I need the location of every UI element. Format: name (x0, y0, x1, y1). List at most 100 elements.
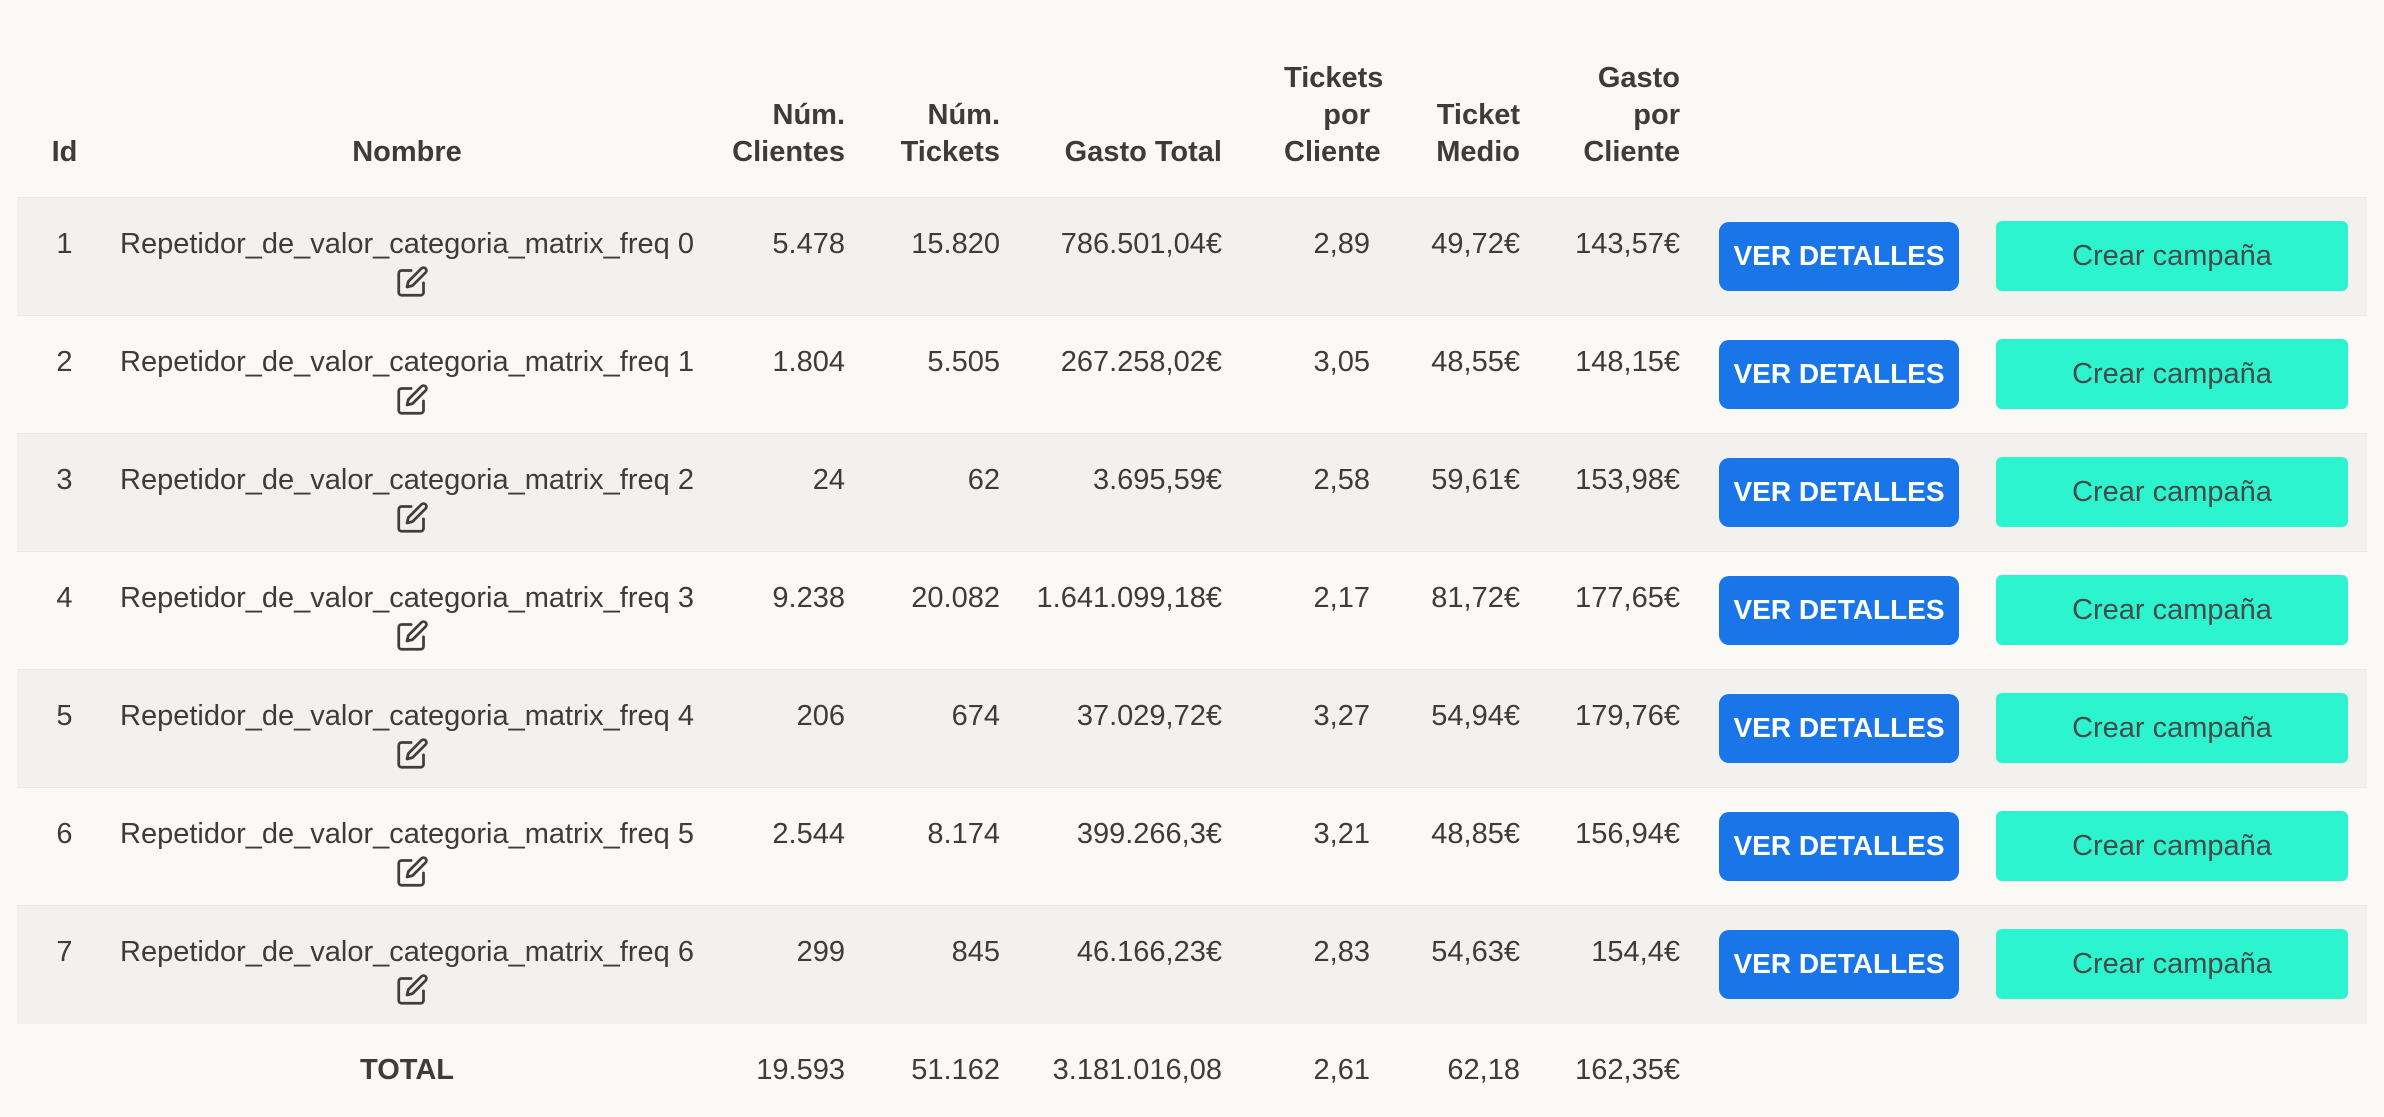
cell-gasto-total: 786.501,04€ (1060, 228, 1222, 260)
cell-num-tickets: 845 (951, 936, 1000, 968)
cell-campana: Crear campaña (1975, 198, 2367, 316)
ver-detalles-button[interactable]: VER DETALLES (1719, 811, 1959, 881)
crear-campana-button[interactable]: Crear campaña (1996, 693, 2348, 763)
table-row: 1 Repetidor_de_valor_categoria_matrix_fr… (17, 197, 2367, 316)
edit-icon[interactable] (396, 501, 429, 544)
header-gasto-total: Gasto Total (1064, 136, 1222, 168)
cell-gasto-por-cliente: 177,65€ (1575, 582, 1680, 614)
cell-detalles: VER DETALLES (1697, 552, 1975, 670)
total-ticket-medio: 62,18 (1447, 1053, 1520, 1086)
crear-campana-button[interactable]: Crear campaña (1996, 221, 2348, 291)
cell-num-clientes: 1.804 (772, 346, 845, 378)
cell-detalles: VER DETALLES (1697, 434, 1975, 552)
cell-campana: Crear campaña (1975, 316, 2367, 434)
cell-ticket-medio: 81,72€ (1431, 582, 1520, 614)
cell-id: 6 (56, 818, 73, 850)
cell-nombre: Repetidor_de_valor_categoria_matrix_freq… (112, 670, 702, 788)
edit-icon[interactable] (396, 619, 429, 662)
ver-detalles-button[interactable]: VER DETALLES (1719, 693, 1959, 763)
total-label: TOTAL (360, 1053, 454, 1086)
table-row: 4 Repetidor_de_valor_categoria_matrix_fr… (17, 551, 2367, 670)
edit-icon[interactable] (396, 855, 429, 898)
crear-campana-button[interactable]: Crear campaña (1996, 457, 2348, 527)
total-num-tickets: 51.162 (911, 1053, 1000, 1086)
cell-tickets-por-cliente: 2,83 (1313, 936, 1370, 968)
table-header: Id Nombre Núm. Clientes Núm. Tickets Gas… (17, 0, 2367, 198)
header-id: Id (51, 136, 78, 168)
edit-icon[interactable] (396, 737, 429, 780)
cell-tickets-por-cliente: 2,89 (1313, 228, 1370, 260)
cell-gasto-por-cliente: 153,98€ (1575, 464, 1680, 496)
segment-name: Repetidor_de_valor_categoria_matrix_freq… (120, 228, 694, 260)
header-detalles-spacer (1697, 0, 1975, 198)
total-gasto-por-cliente: 162,35€ (1575, 1053, 1680, 1086)
cell-num-clientes: 299 (796, 936, 845, 968)
header-ticket-medio: Ticket Medio (1436, 99, 1520, 168)
cell-campana: Crear campaña (1975, 670, 2367, 788)
crear-campana-button[interactable]: Crear campaña (1996, 929, 2348, 1000)
cell-ticket-medio: 54,63€ (1431, 936, 1520, 968)
cell-gasto-por-cliente: 154,4€ (1591, 936, 1680, 968)
crear-campana-button[interactable]: Crear campaña (1996, 575, 2348, 645)
cell-ticket-medio: 49,72€ (1431, 228, 1520, 260)
cell-num-tickets: 20.082 (911, 582, 1000, 614)
cell-gasto-total: 399.266,3€ (1076, 818, 1222, 850)
cell-campana: Crear campaña (1975, 788, 2367, 906)
segment-name: Repetidor_de_valor_categoria_matrix_freq… (120, 818, 694, 850)
cell-num-clientes: 206 (796, 700, 845, 732)
cell-detalles: VER DETALLES (1697, 198, 1975, 316)
cell-ticket-medio: 59,61€ (1431, 464, 1520, 496)
cell-id: 1 (56, 228, 73, 260)
cell-gasto-total: 1.641.099,18€ (1036, 582, 1222, 614)
cell-ticket-medio: 48,85€ (1431, 818, 1520, 850)
cell-id: 3 (56, 464, 73, 496)
cell-tickets-por-cliente: 2,17 (1313, 582, 1370, 614)
cell-nombre: Repetidor_de_valor_categoria_matrix_freq… (112, 552, 702, 670)
segments-table: Id Nombre Núm. Clientes Núm. Tickets Gas… (17, 0, 2367, 1117)
cell-gasto-total: 46.166,23€ (1076, 936, 1222, 968)
cell-id: 4 (56, 582, 73, 614)
segment-name: Repetidor_de_valor_categoria_matrix_freq… (120, 346, 694, 378)
cell-detalles: VER DETALLES (1697, 670, 1975, 788)
total-empty-id (17, 1024, 112, 1117)
cell-num-clientes: 5.478 (772, 228, 845, 260)
cell-gasto-total: 267.258,02€ (1060, 346, 1222, 378)
cell-nombre: Repetidor_de_valor_categoria_matrix_freq… (112, 906, 702, 1024)
table-row: 7 Repetidor_de_valor_categoria_matrix_fr… (17, 905, 2367, 1024)
table-row: 2 Repetidor_de_valor_categoria_matrix_fr… (17, 315, 2367, 434)
total-row: TOTAL 19.593 51.162 3.181.016,08 2,61 62… (17, 1024, 2367, 1117)
total-num-clientes: 19.593 (756, 1053, 845, 1086)
cell-campana: Crear campaña (1975, 552, 2367, 670)
table-row: 6 Repetidor_de_valor_categoria_matrix_fr… (17, 787, 2367, 906)
cell-campana: Crear campaña (1975, 434, 2367, 552)
cell-tickets-por-cliente: 3,21 (1313, 818, 1370, 850)
cell-gasto-por-cliente: 148,15€ (1575, 346, 1680, 378)
cell-num-clientes: 9.238 (772, 582, 845, 614)
edit-icon[interactable] (396, 383, 429, 426)
cell-campana: Crear campaña (1975, 906, 2367, 1024)
total-tickets-por-cliente: 2,61 (1313, 1053, 1370, 1086)
ver-detalles-button[interactable]: VER DETALLES (1719, 575, 1959, 645)
header-tickets-por-cliente: Tickets por Cliente (1284, 62, 1384, 168)
cell-detalles: VER DETALLES (1697, 906, 1975, 1024)
cell-nombre: Repetidor_de_valor_categoria_matrix_freq… (112, 316, 702, 434)
cell-gasto-por-cliente: 143,57€ (1575, 228, 1680, 260)
ver-detalles-button[interactable]: VER DETALLES (1719, 339, 1959, 409)
segment-name: Repetidor_de_valor_categoria_matrix_freq… (120, 700, 694, 732)
cell-tickets-por-cliente: 3,05 (1313, 346, 1370, 378)
table-row: 5 Repetidor_de_valor_categoria_matrix_fr… (17, 669, 2367, 788)
segment-name: Repetidor_de_valor_categoria_matrix_freq… (120, 936, 694, 968)
cell-id: 7 (56, 936, 73, 968)
edit-icon[interactable] (396, 973, 429, 1016)
header-num-clientes: Núm. Clientes (732, 99, 845, 168)
ver-detalles-button[interactable]: VER DETALLES (1719, 221, 1959, 291)
cell-ticket-medio: 48,55€ (1431, 346, 1520, 378)
cell-detalles: VER DETALLES (1697, 316, 1975, 434)
crear-campana-button[interactable]: Crear campaña (1996, 811, 2348, 881)
crear-campana-button[interactable]: Crear campaña (1996, 339, 2348, 409)
cell-nombre: Repetidor_de_valor_categoria_matrix_freq… (112, 198, 702, 316)
edit-icon[interactable] (396, 265, 429, 308)
ver-detalles-button[interactable]: VER DETALLES (1719, 457, 1959, 527)
ver-detalles-button[interactable]: VER DETALLES (1719, 929, 1959, 999)
cell-id: 5 (56, 700, 73, 732)
